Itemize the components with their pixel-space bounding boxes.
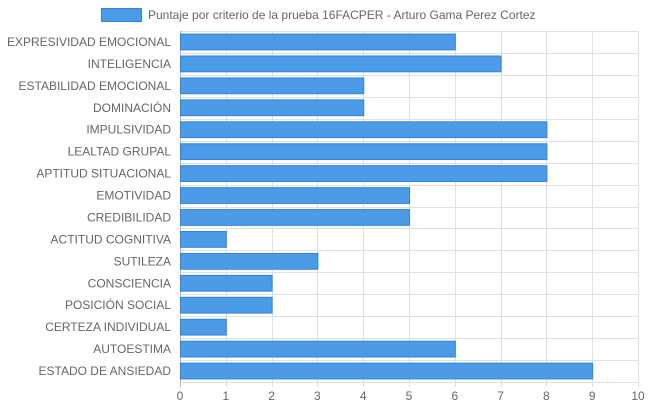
x-axis-tick-labels: 0 1 2 3 4 5 6 7 8 9 10: [177, 389, 645, 403]
bar[interactable]: [180, 362, 594, 380]
x-tick-label: 5: [406, 389, 413, 403]
bar[interactable]: [180, 231, 227, 248]
category-label: CERTEZA INDIVIDUAL: [45, 320, 171, 334]
category-labels: EXPRESIVIDAD EMOCIONAL INTELIGENCIA ESTABI…: [7, 35, 171, 378]
category-label: INTELIGENCIA: [88, 57, 171, 71]
category-label: ACTITUD COGNITIVA: [51, 232, 171, 246]
category-label: ESTABILIDAD EMOCIONAL: [19, 79, 172, 93]
x-tick-label: 4: [360, 389, 367, 403]
legend-swatch: [101, 8, 142, 22]
category-label: CONSCIENCIA: [88, 276, 171, 290]
bar[interactable]: [180, 340, 456, 358]
legend[interactable]: Puntaje por criterio de la prueba 16FACP…: [101, 8, 536, 22]
x-tick-label: 3: [314, 389, 321, 403]
category-label: EXPRESIVIDAD EMOCIONAL: [7, 35, 171, 49]
x-tick-label: 6: [451, 389, 458, 403]
bar[interactable]: [180, 187, 410, 204]
category-label: AUTOESTIMA: [93, 342, 171, 356]
category-label: POSICIÓN SOCIAL: [65, 297, 171, 312]
bar[interactable]: [180, 55, 502, 73]
x-tick-label: 0: [177, 389, 184, 403]
x-tick-label: 2: [268, 389, 275, 403]
x-tick-label: 9: [589, 389, 596, 403]
bar[interactable]: [180, 296, 273, 314]
bar[interactable]: [180, 209, 410, 226]
legend-label: Puntaje por criterio de la prueba 16FACP…: [148, 8, 536, 22]
bar[interactable]: [180, 252, 319, 270]
bar[interactable]: [180, 274, 273, 292]
category-label: DOMINACIÓN: [93, 100, 171, 115]
category-label: EMOTIVIDAD: [96, 189, 171, 203]
bar[interactable]: [180, 165, 548, 182]
category-label: APTITUD SITUACIONAL: [36, 167, 171, 181]
bars: [180, 33, 594, 380]
x-tick-label: 10: [631, 389, 645, 403]
bar[interactable]: [180, 121, 548, 139]
bar[interactable]: [180, 99, 365, 117]
category-label: LEALTAD GRUPAL: [68, 145, 172, 159]
x-tick-label: 8: [543, 389, 550, 403]
bar[interactable]: [180, 77, 365, 95]
bar[interactable]: [180, 318, 227, 336]
category-label: SUTILEZA: [114, 254, 171, 268]
bar[interactable]: [180, 143, 548, 161]
category-label: IMPULSIVIDAD: [86, 123, 171, 137]
category-label: ESTADO DE ANSIEDAD: [39, 364, 172, 378]
x-tick-label: 7: [497, 389, 504, 403]
bar[interactable]: [180, 33, 456, 51]
x-tick-label: 1: [222, 389, 229, 403]
category-label: CREDIBILIDAD: [87, 210, 171, 224]
grid: [180, 31, 639, 387]
